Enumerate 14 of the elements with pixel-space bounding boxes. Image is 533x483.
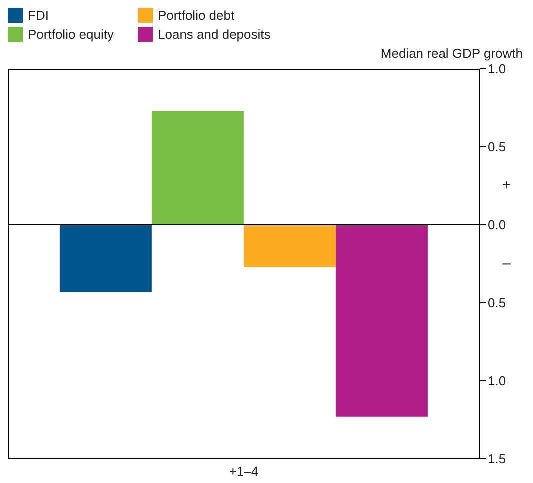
text: + (502, 177, 511, 194)
legend-label: Loans and deposits (158, 27, 271, 42)
legend-label: FDI (28, 8, 49, 23)
y-tick-label: 1.0 (488, 62, 506, 77)
text: – (502, 255, 511, 272)
y-tick-label: 1.0 (488, 374, 506, 389)
x-tick-label: +1–4 (229, 464, 259, 480)
y-tick-label: 1.5 (488, 452, 506, 467)
y-axis-title: Median real GDP growth (380, 46, 523, 61)
legend-label: Portfolio equity (28, 27, 114, 42)
legend-label: Portfolio debt (158, 8, 235, 23)
y-tick-label: 0.5 (488, 296, 506, 311)
y-tick-label: 0.0 (488, 218, 506, 233)
y-tick-label: 0.5 (488, 140, 506, 155)
